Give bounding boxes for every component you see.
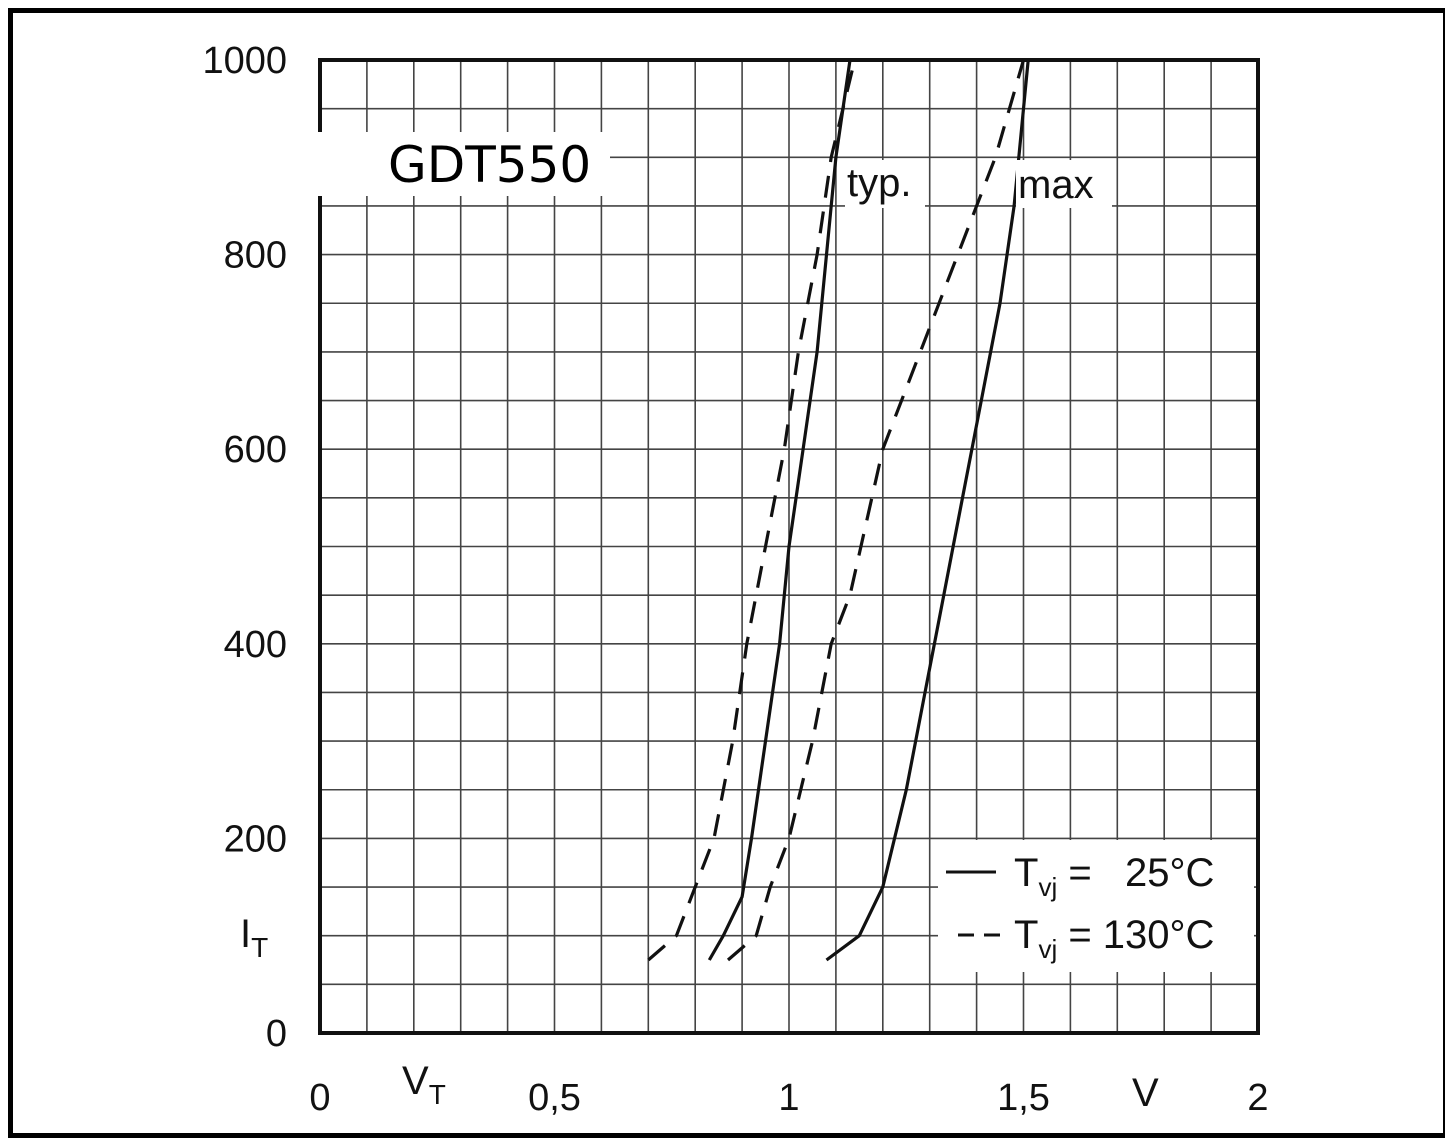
ticks-layer: 0 0,5 1 1,5 2 0 200 400 600 800 1000 [202, 40, 1268, 1119]
legend: Tvj = 25°C Tvj = 130°C [938, 840, 1254, 972]
y-tick-label: 1000 [202, 40, 287, 82]
plot-border [318, 58, 1260, 1035]
y-tick-label: 0 [266, 1013, 287, 1055]
chart-title: GDT550 [388, 136, 591, 194]
y-tick-label: 800 [224, 235, 287, 277]
series-line-dashed-1 [647, 59, 857, 962]
legend-item-130c-sub: vj [1038, 934, 1057, 964]
legend-item-130c: Tvj = 130°C [1014, 913, 1214, 964]
x-axis-label-sub: T [429, 1079, 446, 1110]
x-axis-label-main: V [402, 1059, 429, 1103]
x-tick-label: 1 [778, 1077, 799, 1119]
series-layer [647, 59, 1030, 962]
x-axis-label: VT [402, 1059, 446, 1110]
x-tick-label: 0 [309, 1077, 330, 1119]
legend-backdrop [938, 840, 1254, 972]
max-label-backdrop [1016, 160, 1112, 208]
x-axis-unit: V [1132, 1071, 1159, 1115]
typ-label-backdrop [845, 160, 925, 208]
series-line-solid-2 [825, 59, 1030, 962]
y-tick-label: 200 [224, 818, 287, 860]
x-tick-label: 2 [1247, 1077, 1268, 1119]
legend-item-25c-sub: vj [1038, 872, 1057, 902]
legend-item-25c-main: T [1014, 851, 1038, 895]
y-axis-label-main: I [240, 912, 251, 956]
x-tick-label: 1,5 [997, 1077, 1050, 1119]
y-tick-label: 400 [224, 624, 287, 666]
legend-item-130c-main: T [1014, 913, 1038, 957]
legend-item-25c: Tvj = 25°C [1014, 851, 1214, 902]
series-line-dashed-3 [726, 59, 1026, 962]
annotation-typ: typ. [847, 161, 911, 205]
annotation-max: max [1018, 163, 1094, 207]
legend-item-130c-rest: = 130°C [1057, 913, 1214, 957]
y-axis-label: IT [240, 912, 268, 963]
y-axis-label-sub: T [251, 932, 268, 963]
legend-item-25c-rest: = 25°C [1057, 851, 1214, 895]
x-tick-label: 0,5 [528, 1077, 581, 1119]
title-backdrop [318, 132, 610, 196]
y-tick-label: 600 [224, 429, 287, 471]
series-line-solid-0 [707, 59, 852, 961]
